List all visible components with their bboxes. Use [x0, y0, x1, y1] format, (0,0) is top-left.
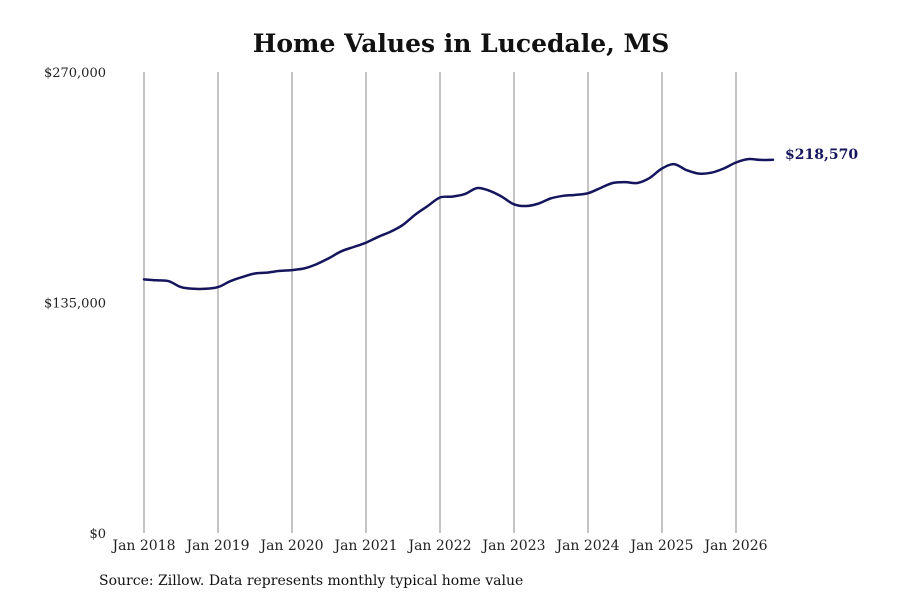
- x-tick-label: Jan 2023: [480, 538, 545, 554]
- series-line: [142, 157, 775, 291]
- chart-title: Home Values in Lucedale, MS: [253, 29, 670, 58]
- x-tick-label: Jan 2026: [702, 538, 767, 554]
- y-axis: $0 $135,000 $270,000: [44, 66, 106, 542]
- grid-layer: [143, 72, 737, 533]
- x-tick-label: Jan 2021: [332, 538, 397, 554]
- x-tick-label: Jan 2025: [628, 538, 693, 554]
- y-tick-label: $135,000: [44, 297, 106, 312]
- y-tick-label: $0: [89, 527, 106, 542]
- x-tick-label: Jan 2019: [184, 538, 249, 554]
- x-tick-label: Jan 2024: [554, 538, 619, 554]
- source-note: Source: Zillow. Data represents monthly …: [99, 573, 524, 589]
- x-tick-label: Jan 2018: [110, 538, 175, 554]
- x-tick-label: Jan 2020: [258, 538, 323, 554]
- y-tick-label: $270,000: [44, 66, 106, 81]
- end-value-label: $218,570: [785, 147, 858, 163]
- x-axis: Jan 2018 Jan 2019 Jan 2020 Jan 2021 Jan 2022…: [110, 538, 767, 554]
- x-tick-label: Jan 2022: [406, 538, 471, 554]
